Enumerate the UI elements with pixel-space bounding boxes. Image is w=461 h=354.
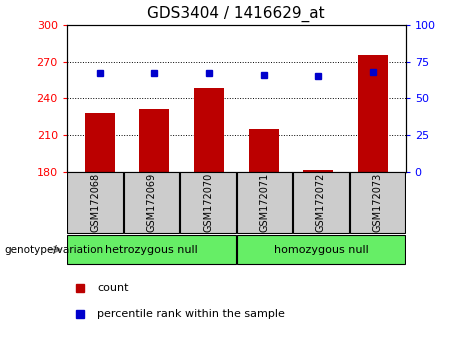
Text: count: count	[97, 282, 129, 293]
Text: GSM172073: GSM172073	[372, 173, 383, 232]
Bar	[293, 172, 349, 233]
Bar	[180, 172, 236, 233]
Title: GDS3404 / 1416629_at: GDS3404 / 1416629_at	[148, 6, 325, 22]
Bar	[124, 172, 179, 233]
Text: GSM172068: GSM172068	[90, 173, 100, 232]
Bar	[358, 55, 388, 172]
Bar	[139, 109, 169, 172]
Bar	[67, 235, 236, 264]
Text: hetrozygous null: hetrozygous null	[105, 245, 198, 255]
Bar	[350, 172, 405, 233]
Bar	[303, 170, 333, 172]
Text: GSM172069: GSM172069	[147, 173, 157, 232]
Text: homozygous null: homozygous null	[273, 245, 368, 255]
Bar	[85, 113, 115, 172]
Text: GSM172071: GSM172071	[260, 173, 270, 232]
Text: GSM172070: GSM172070	[203, 173, 213, 232]
Bar	[237, 235, 405, 264]
Bar	[67, 172, 123, 233]
Bar	[194, 88, 224, 172]
Text: genotype/variation: genotype/variation	[5, 245, 104, 255]
Text: GSM172072: GSM172072	[316, 173, 326, 232]
Text: percentile rank within the sample: percentile rank within the sample	[97, 309, 285, 319]
Bar	[248, 129, 278, 172]
Bar	[237, 172, 292, 233]
